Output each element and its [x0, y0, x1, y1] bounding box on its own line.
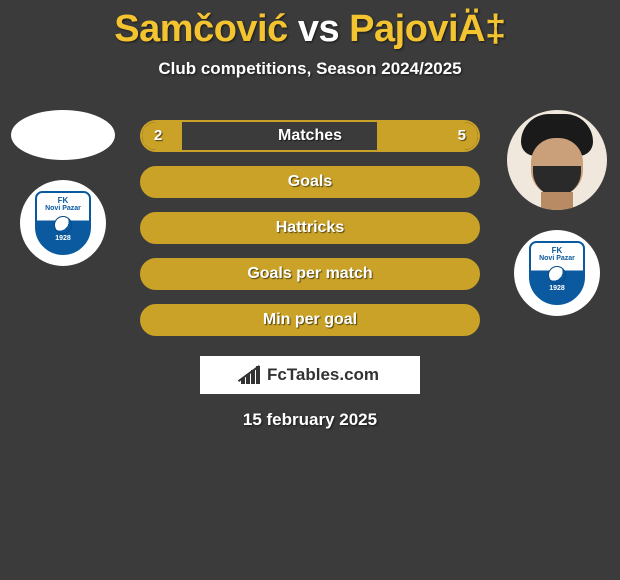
- player1-club-badge: FK Novi Pazar 1928: [20, 180, 106, 266]
- date-label: 15 february 2025: [0, 410, 620, 430]
- player1-name: Samčović: [114, 8, 287, 50]
- player2-name: PajoviÄ‡: [349, 8, 506, 50]
- comparison-title: Samčović vs PajoviÄ‡: [0, 0, 620, 51]
- stat-label: Goals: [142, 168, 478, 196]
- right-avatars: FK Novi Pazar 1928: [502, 110, 612, 316]
- stat-row: Min per goal: [140, 304, 480, 336]
- stat-row: Goals: [140, 166, 480, 198]
- stats-panel: 25Matches Goals Hattricks Goals per match Mi…: [140, 120, 480, 336]
- player2-avatar: [507, 110, 607, 210]
- ball-icon: [548, 266, 566, 284]
- club-line2: Novi Pazar: [539, 255, 575, 262]
- player1-avatar: [11, 110, 115, 160]
- ball-icon: [54, 216, 72, 234]
- club-shield-icon: FK Novi Pazar 1928: [35, 191, 91, 255]
- stat-label: Matches: [142, 122, 478, 150]
- player2-club-badge: FK Novi Pazar 1928: [514, 230, 600, 316]
- stat-row: 25Matches: [140, 120, 480, 152]
- club-year: 1928: [549, 285, 565, 292]
- club-line1: FK: [58, 197, 69, 205]
- stat-row: Goals per match: [140, 258, 480, 290]
- club-line1: FK: [552, 247, 563, 255]
- branding-badge: FcTables.com: [200, 356, 420, 394]
- stat-label: Hattricks: [142, 214, 478, 242]
- branding-text: FcTables.com: [267, 365, 379, 385]
- club-line2: Novi Pazar: [45, 205, 81, 212]
- stat-row: Hattricks: [140, 212, 480, 244]
- club-shield-icon: FK Novi Pazar 1928: [529, 241, 585, 305]
- left-avatars: FK Novi Pazar 1928: [8, 110, 118, 266]
- bar-chart-icon: [241, 366, 263, 384]
- stat-label: Min per goal: [142, 306, 478, 334]
- stat-label: Goals per match: [142, 260, 478, 288]
- club-year: 1928: [55, 235, 71, 242]
- vs-label: vs: [298, 8, 339, 50]
- subtitle: Club competitions, Season 2024/2025: [0, 59, 620, 79]
